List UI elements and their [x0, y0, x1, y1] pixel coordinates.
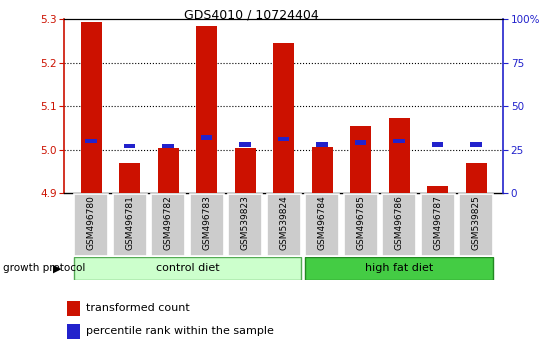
Bar	[427, 187, 448, 193]
Text: transformed count: transformed count	[86, 303, 190, 313]
Text: high fat diet: high fat diet	[365, 263, 433, 273]
FancyBboxPatch shape	[267, 194, 301, 256]
Text: GSM496786: GSM496786	[395, 195, 404, 250]
FancyBboxPatch shape	[113, 194, 146, 256]
Bar	[86, 139, 97, 143]
Bar	[80, 22, 102, 193]
Text: GSM539823: GSM539823	[241, 195, 250, 250]
FancyBboxPatch shape	[344, 194, 378, 256]
Text: GSM496782: GSM496782	[164, 195, 173, 250]
Bar	[235, 148, 256, 193]
Bar	[239, 142, 251, 147]
FancyBboxPatch shape	[305, 257, 493, 280]
Text: GSM496785: GSM496785	[356, 195, 365, 250]
Text: ▶: ▶	[53, 263, 61, 273]
Bar	[466, 162, 487, 193]
Bar	[394, 139, 405, 143]
Text: GSM539825: GSM539825	[472, 195, 481, 250]
Bar	[316, 142, 328, 147]
Text: GSM496783: GSM496783	[202, 195, 211, 250]
Bar	[119, 164, 140, 193]
Bar	[163, 144, 174, 148]
Bar	[470, 142, 482, 147]
Text: growth protocol: growth protocol	[3, 263, 85, 273]
FancyBboxPatch shape	[382, 194, 416, 256]
Text: percentile rank within the sample: percentile rank within the sample	[86, 326, 274, 336]
Text: GSM496787: GSM496787	[433, 195, 442, 250]
Bar	[201, 135, 212, 139]
Bar	[389, 118, 410, 193]
Bar	[158, 148, 179, 193]
FancyBboxPatch shape	[74, 257, 301, 280]
FancyBboxPatch shape	[305, 194, 339, 256]
Text: control diet: control diet	[155, 263, 219, 273]
Text: GSM539824: GSM539824	[279, 195, 288, 250]
Bar	[196, 26, 217, 193]
Bar	[350, 126, 371, 193]
Bar	[124, 144, 135, 148]
FancyBboxPatch shape	[421, 194, 454, 256]
Text: GSM496781: GSM496781	[125, 195, 134, 250]
Text: GSM496780: GSM496780	[87, 195, 96, 250]
FancyBboxPatch shape	[228, 194, 262, 256]
FancyBboxPatch shape	[74, 194, 108, 256]
Bar	[278, 137, 290, 141]
Bar	[67, 301, 79, 316]
FancyBboxPatch shape	[190, 194, 224, 256]
FancyBboxPatch shape	[459, 194, 493, 256]
Bar	[311, 147, 333, 193]
Text: GDS4010 / 10724404: GDS4010 / 10724404	[184, 9, 319, 22]
Bar	[273, 43, 294, 193]
Bar	[355, 141, 367, 145]
FancyBboxPatch shape	[151, 194, 185, 256]
Bar	[432, 142, 443, 147]
Text: GSM496784: GSM496784	[318, 195, 326, 250]
Bar	[67, 324, 79, 339]
